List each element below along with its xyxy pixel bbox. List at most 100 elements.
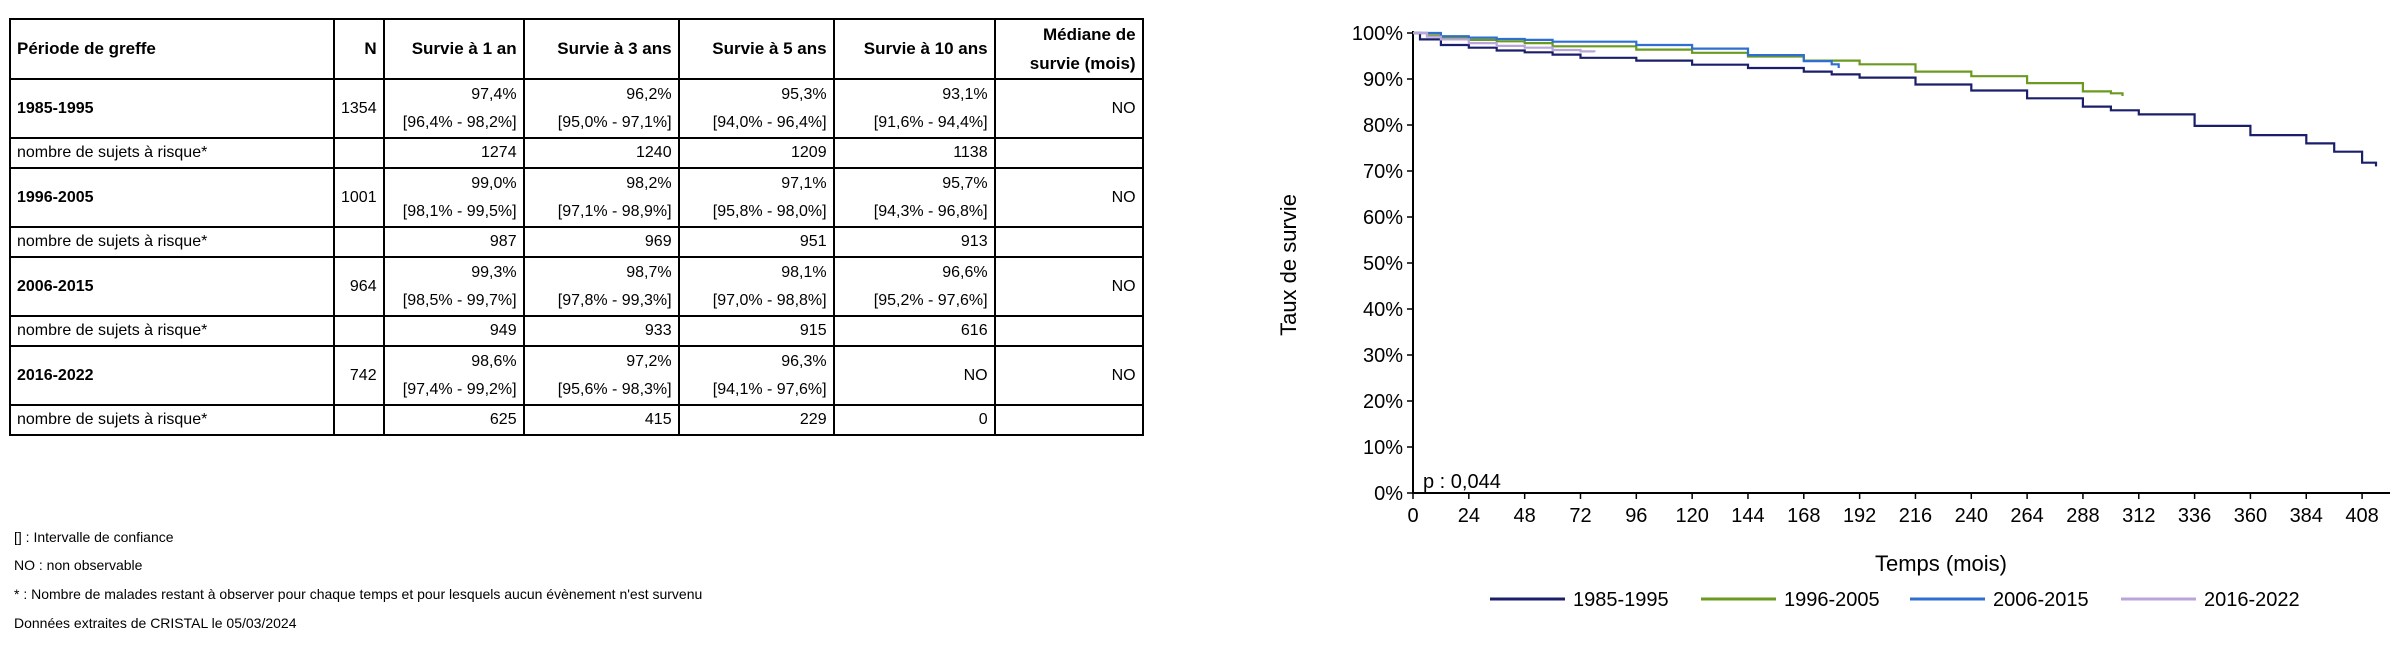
survival-cell: 97,2% [95,6% - 98,3%] <box>522 345 680 406</box>
survival-value: 96,6% <box>942 263 988 281</box>
header-n: N <box>333 18 385 80</box>
footnote-no: NO : non observable <box>14 557 143 573</box>
survival-ci: [97,1% - 98,9%] <box>557 202 672 220</box>
at-risk-value: 987 <box>382 226 525 258</box>
table-row-at-risk: nombre de sujets à risque* 1274 1240 120… <box>9 137 1144 169</box>
survival-cell: 93,1% [91,6% - 94,4%] <box>832 78 996 139</box>
at-risk-value: 1138 <box>832 137 996 169</box>
at-risk-value: 933 <box>522 315 680 347</box>
survival-value: 96,2% <box>626 85 672 103</box>
survival-ci: [95,8% - 98,0%] <box>712 202 827 220</box>
x-tick-label: 24 <box>1458 505 1480 527</box>
empty-cell <box>333 226 385 258</box>
median-value: NO <box>993 78 1144 139</box>
at-risk-value: 915 <box>677 315 835 347</box>
survival-cell: 98,6% [97,4% - 99,2%] <box>382 345 525 406</box>
survival-cell: 95,7% [94,3% - 96,8%] <box>832 167 996 228</box>
survival-cell: 96,6% [95,2% - 97,6%] <box>832 256 996 317</box>
x-tick-label: 264 <box>2010 505 2043 527</box>
x-tick-label: 288 <box>2066 505 2099 527</box>
x-tick-label: 48 <box>1514 505 1536 527</box>
x-tick-label: 312 <box>2122 505 2155 527</box>
survival-ci: [98,1% - 99,5%] <box>402 202 517 220</box>
x-tick-label: 168 <box>1787 505 1820 527</box>
period-label: 1996-2005 <box>9 167 335 228</box>
survival-value: 98,1% <box>781 263 827 281</box>
chart-series-group <box>1413 31 2378 167</box>
survival-cell: NO <box>832 345 996 406</box>
empty-cell <box>333 404 385 436</box>
table-row-period: 2006-2015 964 99,3% [98,5% - 99,7%] 98,7%… <box>9 256 1144 317</box>
x-tick-label: 360 <box>2234 505 2267 527</box>
x-tick-label: 144 <box>1731 505 1764 527</box>
footnote-at-risk: * : Nombre de malades restant à observer… <box>14 586 703 602</box>
median-value: NO <box>993 167 1144 228</box>
empty-cell <box>993 137 1144 169</box>
at-risk-label: nombre de sujets à risque* <box>9 315 335 347</box>
x-tick-label: 408 <box>2345 505 2378 527</box>
legend-label: 1996-2005 <box>1784 589 1880 611</box>
survival-value: 95,3% <box>781 85 827 103</box>
survival-value: 97,4% <box>471 85 517 103</box>
at-risk-value: 1240 <box>522 137 680 169</box>
survival-ci: [95,6% - 98,3%] <box>557 380 672 398</box>
y-tick-label: 80% <box>1363 115 1403 137</box>
median-value: NO <box>993 345 1144 406</box>
survival-value: 97,2% <box>626 352 672 370</box>
x-tick-label: 216 <box>1899 505 1932 527</box>
at-risk-value: 0 <box>832 404 996 436</box>
period-label: 2016-2022 <box>9 345 335 406</box>
n-value: 742 <box>333 345 385 406</box>
empty-cell <box>993 315 1144 347</box>
legend-label: 2016-2022 <box>2204 589 2300 611</box>
header-median-line2: survie (mois) <box>1029 54 1136 73</box>
series-line-1985-1995 <box>1413 31 2378 167</box>
survival-value: 98,7% <box>626 263 672 281</box>
at-risk-value: 913 <box>832 226 996 258</box>
chart-axes: 0% 10% 20% 30% 40% 50% 60% 70% 80% 90% 100% 0 24 48 72… <box>1352 23 2390 527</box>
period-label: 1985-1995 <box>9 78 335 139</box>
table-row-period: 2016-2022 742 98,6% [97,4% - 99,2%] 97,2%… <box>9 345 1144 406</box>
series-line-2006-2015 <box>1413 31 1840 68</box>
at-risk-value: 951 <box>677 226 835 258</box>
survival-value: 99,3% <box>471 263 517 281</box>
survival-cell: 96,3% [94,1% - 97,6%] <box>677 345 835 406</box>
at-risk-value: 415 <box>522 404 680 436</box>
survival-cell: 96,2% [95,0% - 97,1%] <box>522 78 680 139</box>
at-risk-value: 949 <box>382 315 525 347</box>
empty-cell <box>333 315 385 347</box>
y-tick-label: 50% <box>1363 253 1403 275</box>
x-axis-label: Temps (mois) <box>1875 551 2007 576</box>
y-tick-label: 20% <box>1363 391 1403 413</box>
x-tick-label: 336 <box>2178 505 2211 527</box>
x-tick-label: 120 <box>1675 505 1708 527</box>
legend-label: 2006-2015 <box>1993 589 2089 611</box>
x-tick-label: 96 <box>1625 505 1647 527</box>
empty-cell <box>993 226 1144 258</box>
median-value: NO <box>993 256 1144 317</box>
n-value: 964 <box>333 256 385 317</box>
survival-table: Période de greffe N Survie à 1 an Survie… <box>9 18 1144 436</box>
header-survival-10y: Survie à 10 ans <box>832 18 996 80</box>
y-tick-label: 10% <box>1363 437 1403 459</box>
table-row-period: 1985-1995 1354 97,4% [96,4% - 98,2%] 96,2… <box>9 78 1144 139</box>
survival-ci: [96,4% - 98,2%] <box>402 113 517 131</box>
survival-ci: [94,1% - 97,6%] <box>712 380 827 398</box>
at-risk-value: 1274 <box>382 137 525 169</box>
survival-cell: 98,7% [97,8% - 99,3%] <box>522 256 680 317</box>
table-row-at-risk: nombre de sujets à risque* 625 415 229 0 <box>9 404 1144 436</box>
header-median-line1: Médiane de <box>1043 25 1136 44</box>
footnote-ci: [] : Intervalle de confiance <box>14 529 174 545</box>
survival-ci: [94,0% - 96,4%] <box>712 113 827 131</box>
survival-cell: 95,3% [94,0% - 96,4%] <box>677 78 835 139</box>
at-risk-label: nombre de sujets à risque* <box>9 226 335 258</box>
legend-label: 1985-1995 <box>1573 589 1669 611</box>
y-tick-label: 40% <box>1363 299 1403 321</box>
survival-cell: 97,1% [95,8% - 98,0%] <box>677 167 835 228</box>
survival-ci: [94,3% - 96,8%] <box>873 202 988 220</box>
at-risk-value: 1209 <box>677 137 835 169</box>
header-survival-1y: Survie à 1 an <box>382 18 525 80</box>
survival-cell: 98,1% [97,0% - 98,8%] <box>677 256 835 317</box>
survival-value: 97,1% <box>781 174 827 192</box>
